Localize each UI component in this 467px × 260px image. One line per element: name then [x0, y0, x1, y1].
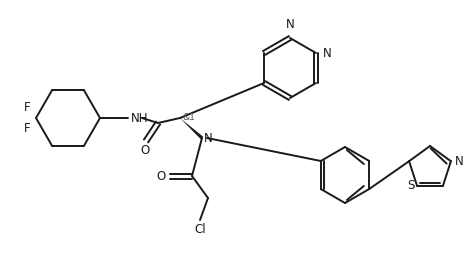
Text: &1: &1: [182, 113, 195, 122]
Text: N: N: [455, 155, 464, 168]
Text: S: S: [408, 179, 415, 192]
Text: F: F: [23, 101, 30, 114]
Text: O: O: [157, 170, 166, 183]
Text: N: N: [286, 18, 294, 31]
Text: Cl: Cl: [194, 223, 206, 236]
Text: N: N: [204, 132, 213, 145]
Polygon shape: [180, 118, 203, 139]
Text: O: O: [141, 144, 149, 157]
Text: F: F: [23, 122, 30, 135]
Text: NH: NH: [131, 112, 149, 125]
Text: N: N: [323, 47, 332, 60]
